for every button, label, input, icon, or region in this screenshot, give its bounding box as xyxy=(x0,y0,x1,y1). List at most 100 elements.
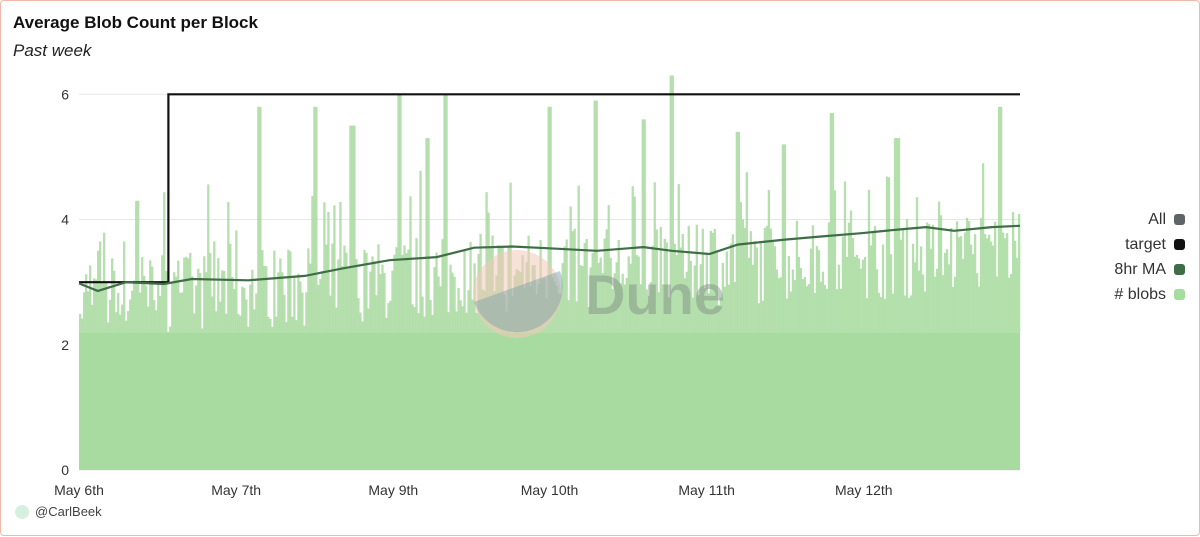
blob-bar xyxy=(936,269,938,332)
legend-swatch-icon xyxy=(1174,289,1185,300)
blob-bar xyxy=(257,107,259,332)
blob-bar xyxy=(169,326,171,332)
blob-bar xyxy=(359,313,361,333)
blob-bar xyxy=(405,253,407,332)
blob-bar xyxy=(153,300,155,332)
blob-bar xyxy=(445,94,447,332)
blob-bar xyxy=(417,313,419,332)
blob-bar xyxy=(319,279,321,332)
legend-label: All xyxy=(1148,211,1166,229)
blob-bar xyxy=(271,327,273,332)
blob-bar xyxy=(187,259,189,333)
legend: All target 8hr MA # blobs xyxy=(1045,207,1185,307)
blob-bar xyxy=(934,277,936,333)
blob-bar xyxy=(295,320,297,332)
blob-bar xyxy=(127,311,129,332)
blob-bar xyxy=(792,270,794,333)
blob-bar xyxy=(255,294,257,333)
x-tick-label: May 9th xyxy=(368,482,418,498)
blob-bar xyxy=(798,257,800,332)
blob-bar xyxy=(864,257,866,332)
legend-item-8hr-ma[interactable]: 8hr MA xyxy=(1045,257,1185,282)
blob-bar xyxy=(572,231,574,332)
blob-bar xyxy=(325,244,327,332)
blob-bar xyxy=(195,286,197,333)
blob-bar xyxy=(95,279,97,332)
blob-bar xyxy=(964,232,966,332)
x-tick-label: May 7th xyxy=(211,482,261,498)
blob-bar xyxy=(415,238,417,332)
blob-bar xyxy=(289,251,291,332)
blob-bar xyxy=(81,318,83,332)
blob-bar xyxy=(746,172,748,332)
blob-bar xyxy=(147,307,149,333)
blob-bar xyxy=(728,285,730,333)
blob-bar-base xyxy=(79,332,1020,470)
blob-bar xyxy=(776,270,778,333)
legend-swatch-icon xyxy=(1174,264,1185,275)
blob-bar xyxy=(139,293,141,333)
blob-bar xyxy=(908,298,910,332)
blob-bar xyxy=(345,253,347,332)
blob-bar xyxy=(954,277,956,333)
blob-bar xyxy=(311,196,313,332)
blob-bar xyxy=(401,255,403,332)
blob-bar xyxy=(580,265,582,332)
blob-bar xyxy=(832,113,834,332)
blob-bar xyxy=(960,236,962,332)
blob-bar xyxy=(566,240,568,333)
blob-bar xyxy=(988,235,990,333)
legend-swatch-icon xyxy=(1174,239,1185,250)
blob-bar xyxy=(427,138,429,332)
blob-bar xyxy=(357,298,359,332)
blob-bar xyxy=(820,282,822,333)
blob-bar xyxy=(441,239,443,332)
blob-bar xyxy=(421,297,423,333)
blob-bar xyxy=(443,94,445,332)
blob-bar xyxy=(317,285,319,332)
blob-bar xyxy=(1016,258,1018,332)
blob-bar xyxy=(349,126,351,333)
blob-bar xyxy=(155,310,157,332)
blob-bar xyxy=(193,313,195,332)
blob-bar xyxy=(93,278,95,332)
blob-bar xyxy=(297,274,299,333)
blob-bar xyxy=(157,282,159,333)
y-tick-label: 2 xyxy=(61,337,69,353)
blob-bar xyxy=(413,307,415,332)
blob-bar xyxy=(433,267,435,332)
blob-bar xyxy=(918,271,920,333)
blob-bar xyxy=(876,269,878,332)
blob-bar xyxy=(824,285,826,332)
blob-bar xyxy=(840,289,842,332)
legend-item-target[interactable]: target xyxy=(1045,232,1185,257)
blob-bar xyxy=(367,308,369,332)
blob-bar xyxy=(363,250,365,332)
legend-item-all[interactable]: All xyxy=(1045,207,1185,232)
blob-bar xyxy=(125,321,127,333)
blob-bar xyxy=(467,290,469,332)
blob-bar xyxy=(1000,107,1002,332)
blob-bar xyxy=(385,318,387,332)
blob-bar xyxy=(207,184,209,332)
blob-bar xyxy=(411,304,413,332)
blob-bar xyxy=(301,292,303,332)
blob-bar xyxy=(854,257,856,332)
blob-bar xyxy=(199,273,201,332)
blob-bar xyxy=(984,234,986,332)
legend-item-blobs[interactable]: # blobs xyxy=(1045,282,1185,307)
blob-bar xyxy=(800,268,802,332)
blob-bar xyxy=(209,253,211,332)
x-tick-label: May 6th xyxy=(54,482,104,498)
blob-bar xyxy=(115,312,117,332)
blob-bar xyxy=(966,218,968,332)
blob-bar xyxy=(778,278,780,332)
blob-bar xyxy=(938,202,940,333)
blob-bar xyxy=(1008,278,1010,333)
blob-bar xyxy=(818,250,820,332)
blob-bar xyxy=(243,288,245,332)
blob-bar xyxy=(133,281,135,333)
blob-bar xyxy=(814,293,816,332)
